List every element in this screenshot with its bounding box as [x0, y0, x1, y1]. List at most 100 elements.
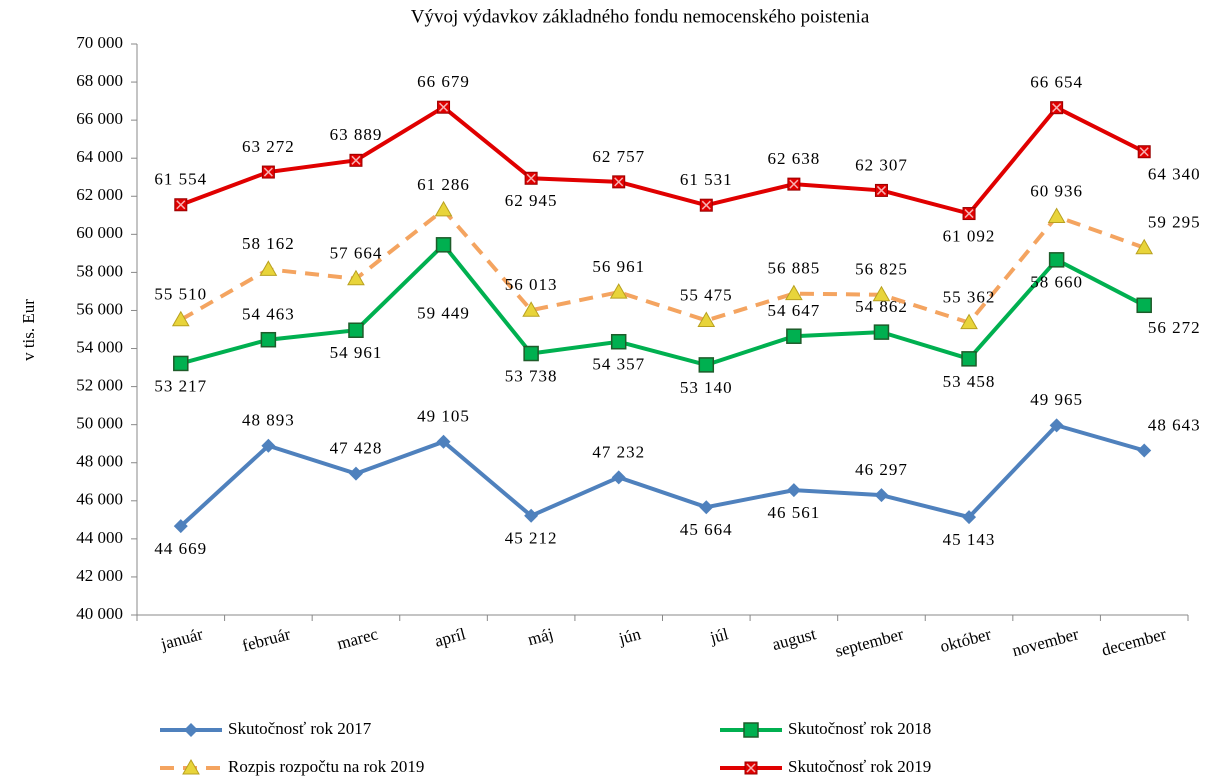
marker-cross	[526, 173, 536, 183]
x-tick-label: október	[938, 624, 993, 656]
y-tick-label: 44 000	[76, 528, 123, 547]
data-label: 56 013	[505, 275, 558, 294]
y-tick-label: 60 000	[76, 223, 123, 242]
marker	[612, 175, 626, 189]
series-line	[180, 104, 1146, 216]
y-tick-label: 48 000	[76, 452, 123, 471]
y-tick-label: 66 000	[76, 109, 123, 128]
data-label: 54 647	[768, 301, 821, 320]
data-label: 55 475	[680, 285, 733, 304]
marker-cross	[176, 200, 186, 210]
marker	[785, 284, 803, 301]
marker	[173, 519, 188, 534]
data-label: 49 965	[1030, 390, 1083, 409]
data-label: 54 961	[330, 343, 383, 362]
data-label: 47 232	[592, 442, 645, 461]
series-line	[180, 241, 1146, 367]
data-label: 62 945	[505, 191, 558, 210]
marker	[786, 328, 802, 344]
y-axis-label: v tis. Eur	[19, 299, 38, 361]
data-label: 47 428	[330, 439, 383, 458]
y-tick-label: 64 000	[76, 147, 123, 166]
data-label: 53 140	[680, 378, 733, 397]
data-label: 45 664	[680, 520, 733, 539]
data-label: 53 217	[154, 376, 207, 395]
series-line	[179, 423, 1145, 528]
marker	[437, 100, 451, 114]
data-label: 53 458	[943, 372, 996, 391]
data-label: 62 307	[855, 155, 908, 174]
data-label: 63 889	[330, 125, 383, 144]
data-label: 62 757	[592, 147, 645, 166]
data-label: 48 893	[242, 411, 295, 430]
legend-label: Skutočnosť rok 2018	[788, 719, 931, 738]
marker	[874, 488, 889, 503]
data-label: 61 531	[680, 170, 733, 189]
data-label: 48 643	[1148, 415, 1201, 434]
data-label: 63 272	[242, 137, 295, 156]
marker	[962, 510, 977, 525]
data-label: 45 212	[505, 529, 558, 548]
x-tick-label: apríl	[433, 624, 468, 650]
marker	[697, 311, 716, 327]
marker	[1136, 297, 1152, 314]
data-label: 55 510	[154, 285, 207, 304]
marker-cross	[964, 209, 974, 219]
data-label: 61 554	[154, 170, 207, 189]
x-tick-label: november	[1010, 624, 1081, 660]
marker	[347, 269, 365, 286]
data-label: 56 961	[592, 257, 645, 276]
marker	[174, 198, 188, 212]
marker	[743, 722, 759, 738]
data-label: 64 340	[1148, 165, 1201, 184]
marker	[698, 357, 715, 373]
data-label: 55 362	[943, 288, 996, 307]
marker	[611, 470, 626, 485]
marker	[261, 165, 275, 179]
y-tick-label: 42 000	[76, 566, 123, 585]
legend-label: Skutočnosť rok 2019	[788, 757, 931, 776]
marker	[524, 171, 538, 185]
marker	[744, 761, 758, 775]
data-label: 54 862	[855, 297, 908, 316]
marker	[261, 438, 276, 453]
marker-cross	[746, 763, 756, 773]
marker	[699, 500, 714, 515]
data-label: 59 295	[1148, 213, 1201, 232]
marker	[523, 345, 539, 362]
marker	[182, 758, 200, 775]
marker	[435, 237, 452, 253]
x-tick-label: máj	[526, 624, 556, 649]
y-tick-label: 56 000	[76, 299, 123, 318]
y-tick-label: 52 000	[76, 376, 123, 395]
marker-cross	[876, 185, 886, 195]
x-tick-label: január	[158, 624, 205, 654]
marker	[348, 466, 363, 481]
marker	[787, 177, 801, 191]
marker	[260, 331, 277, 348]
data-label: 56 885	[768, 259, 821, 278]
marker	[259, 260, 278, 276]
data-label: 44 669	[154, 539, 207, 558]
x-tick-label: jún	[616, 624, 643, 648]
marker	[184, 723, 198, 737]
marker	[1137, 145, 1151, 159]
data-label: 62 638	[768, 149, 821, 168]
marker-cross	[263, 167, 273, 177]
x-tick-label: september	[833, 624, 906, 661]
marker	[434, 200, 453, 217]
data-label: 61 092	[943, 226, 996, 245]
data-label: 57 664	[330, 244, 383, 263]
marker	[1137, 443, 1152, 458]
marker	[1048, 252, 1065, 268]
marker	[1049, 418, 1064, 433]
data-label: 61 286	[417, 175, 470, 194]
marker	[873, 324, 890, 340]
data-label: 59 449	[417, 304, 470, 323]
data-label: 54 463	[242, 305, 295, 324]
marker	[961, 351, 977, 367]
y-tick-label: 54 000	[76, 337, 123, 356]
marker-cross	[701, 200, 711, 210]
data-label: 56 272	[1148, 318, 1201, 337]
